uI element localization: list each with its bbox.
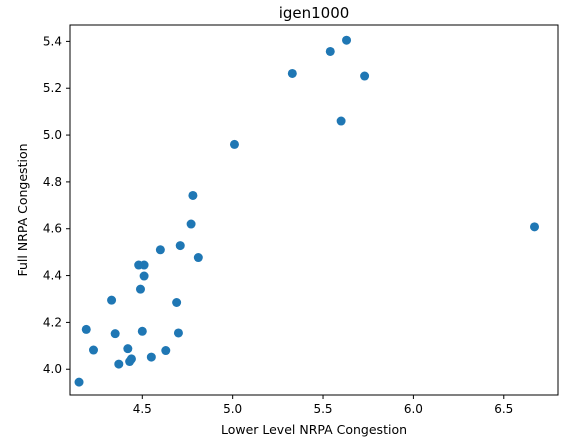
- data-point: [110, 329, 120, 339]
- y-tick-label: 4.0: [43, 362, 62, 376]
- data-point: [342, 35, 352, 45]
- y-tick-label: 4.4: [43, 269, 62, 283]
- data-point: [155, 245, 165, 255]
- plot-frame: [69, 24, 559, 396]
- data-point: [139, 271, 149, 281]
- data-point: [123, 344, 133, 354]
- data-point: [325, 46, 335, 56]
- x-axis-label: Lower Level NRPA Congestion: [221, 422, 407, 437]
- data-point: [530, 222, 540, 232]
- data-point: [188, 190, 198, 200]
- data-point: [175, 241, 185, 251]
- data-points: [74, 35, 540, 387]
- data-point: [126, 354, 136, 364]
- data-point: [135, 284, 145, 294]
- y-tick-label: 4.2: [43, 315, 62, 329]
- data-point: [173, 328, 183, 338]
- axes: 4.5 5.0 5.5 6.0 6.5 4.0 4.2 4.4 4.6 4.8 5.0 5.2 5.4: [43, 34, 513, 416]
- data-point: [107, 295, 117, 305]
- y-tick-label: 5.4: [43, 34, 62, 48]
- y-axis-label: Full NRPA Congestion: [15, 143, 30, 276]
- data-point: [161, 346, 171, 356]
- y-tick-label: 4.6: [43, 222, 62, 236]
- data-point: [360, 71, 370, 81]
- data-point: [229, 139, 239, 149]
- data-point: [139, 260, 149, 270]
- data-point: [186, 219, 196, 229]
- data-point: [287, 68, 297, 78]
- data-point: [146, 352, 156, 362]
- data-point: [336, 116, 346, 126]
- data-point: [81, 324, 91, 334]
- data-point: [114, 359, 124, 369]
- data-point: [137, 326, 147, 336]
- x-tick-label: 5.5: [313, 402, 332, 416]
- x-tick-label: 6.0: [404, 402, 423, 416]
- y-tick-label: 5.0: [43, 128, 62, 142]
- plot-area: [70, 25, 558, 395]
- x-tick-label: 4.5: [133, 402, 152, 416]
- data-point: [88, 345, 98, 355]
- x-tick-label: 6.5: [494, 402, 513, 416]
- y-tick-label: 4.8: [43, 175, 62, 189]
- x-tick-label: 5.0: [223, 402, 242, 416]
- y-tick-label: 5.2: [43, 81, 62, 95]
- data-point: [193, 253, 203, 263]
- data-point: [74, 377, 84, 387]
- data-point: [172, 298, 182, 307]
- chart-title: igen1000: [279, 4, 350, 22]
